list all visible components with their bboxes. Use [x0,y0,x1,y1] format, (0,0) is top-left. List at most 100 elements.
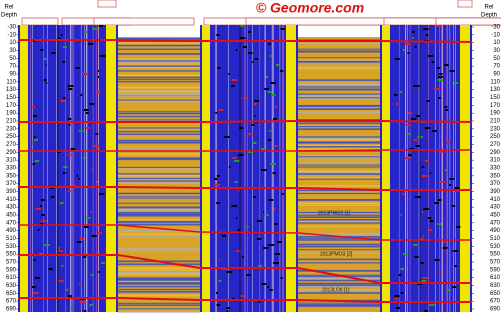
log-trace [424,160,429,162]
stripe [298,173,380,175]
log-trace [232,157,237,159]
depth-label: 550 [6,252,17,258]
stripe [298,158,380,160]
log-trace [214,178,218,180]
log-trace [227,310,229,312]
stripe [118,170,200,173]
yellow-track [20,25,28,312]
log-trace [216,175,220,177]
well-panel [380,25,472,312]
stripe [298,164,380,166]
depth-label: 110 [6,79,16,85]
log-trace [449,178,454,180]
header-box [457,0,473,8]
header-box [245,17,501,26]
depth-label: 690 [490,307,501,313]
depth-label: 510 [490,236,501,242]
stripe [118,139,200,142]
stripe [118,267,200,270]
log-trace [34,136,36,138]
log-trace [48,268,53,270]
log-trace [228,166,231,168]
log-trace [415,196,421,198]
depth-label: 670 [6,299,17,305]
axis-title: Rel [4,5,13,11]
log-trace [242,256,244,258]
stripe [298,191,380,193]
stripe [298,156,380,158]
depth-label: 610 [6,275,17,281]
log-trace [84,226,89,228]
stripe [118,90,200,92]
stripe [298,93,380,95]
depth-label: 510 [6,236,17,242]
log-trace [94,145,100,147]
stripe [118,78,200,81]
log-trace [78,130,84,132]
stripe [298,305,380,307]
depth-label: 430 [6,205,17,211]
stripe [298,48,380,50]
depth-label: 610 [490,275,501,281]
stripe [298,170,380,172]
log-trace [74,184,76,186]
log-trace [98,25,104,27]
stripe [298,139,380,141]
log-trace [394,94,398,96]
stripe [118,285,200,288]
log-trace [449,184,452,186]
log-trace [269,289,273,291]
log-trace [240,37,246,39]
log-trace [97,76,100,78]
log-trace [67,85,74,87]
log-trace [88,43,94,45]
stripe [298,262,380,264]
log-trace [83,310,87,312]
depth-label: 410 [490,197,501,203]
log-trace [43,79,47,81]
log-trace [34,277,41,279]
log-trace [402,193,406,195]
log-trace [34,160,40,162]
log-trace [433,88,440,90]
stripe [118,279,200,281]
log-trace [86,217,91,219]
log-trace [264,88,269,90]
stripe [118,141,200,144]
log-trace [253,103,257,105]
log-trace [59,202,64,204]
log-trace [268,199,274,201]
stripe [298,145,380,147]
stripe [118,202,200,204]
log-trace [39,205,42,207]
log-trace [404,43,411,45]
correlation-lines [18,39,473,303]
stripe [118,215,200,217]
depth-label: 490 [6,228,17,234]
log-trace [431,61,435,63]
log-trace [91,235,97,237]
stripe [298,136,380,138]
stripe [118,101,200,103]
yellow-track [106,25,116,312]
yellow-track [382,25,390,312]
stripe [118,173,200,175]
log-trace [261,283,267,285]
log-trace [414,46,417,48]
stripe [118,91,200,93]
log-trace [452,286,457,288]
stripe [298,225,380,228]
stripe [298,67,380,70]
stripe [118,208,200,211]
depth-label: -10 [491,32,500,38]
stripe [298,122,380,125]
correlation-line [18,186,472,191]
stripe [118,220,200,223]
log-trace [247,151,253,153]
log-trace [267,91,272,93]
depth-label: -30 [7,25,16,31]
depth-label: 10 [9,40,16,46]
log-trace [412,244,418,246]
